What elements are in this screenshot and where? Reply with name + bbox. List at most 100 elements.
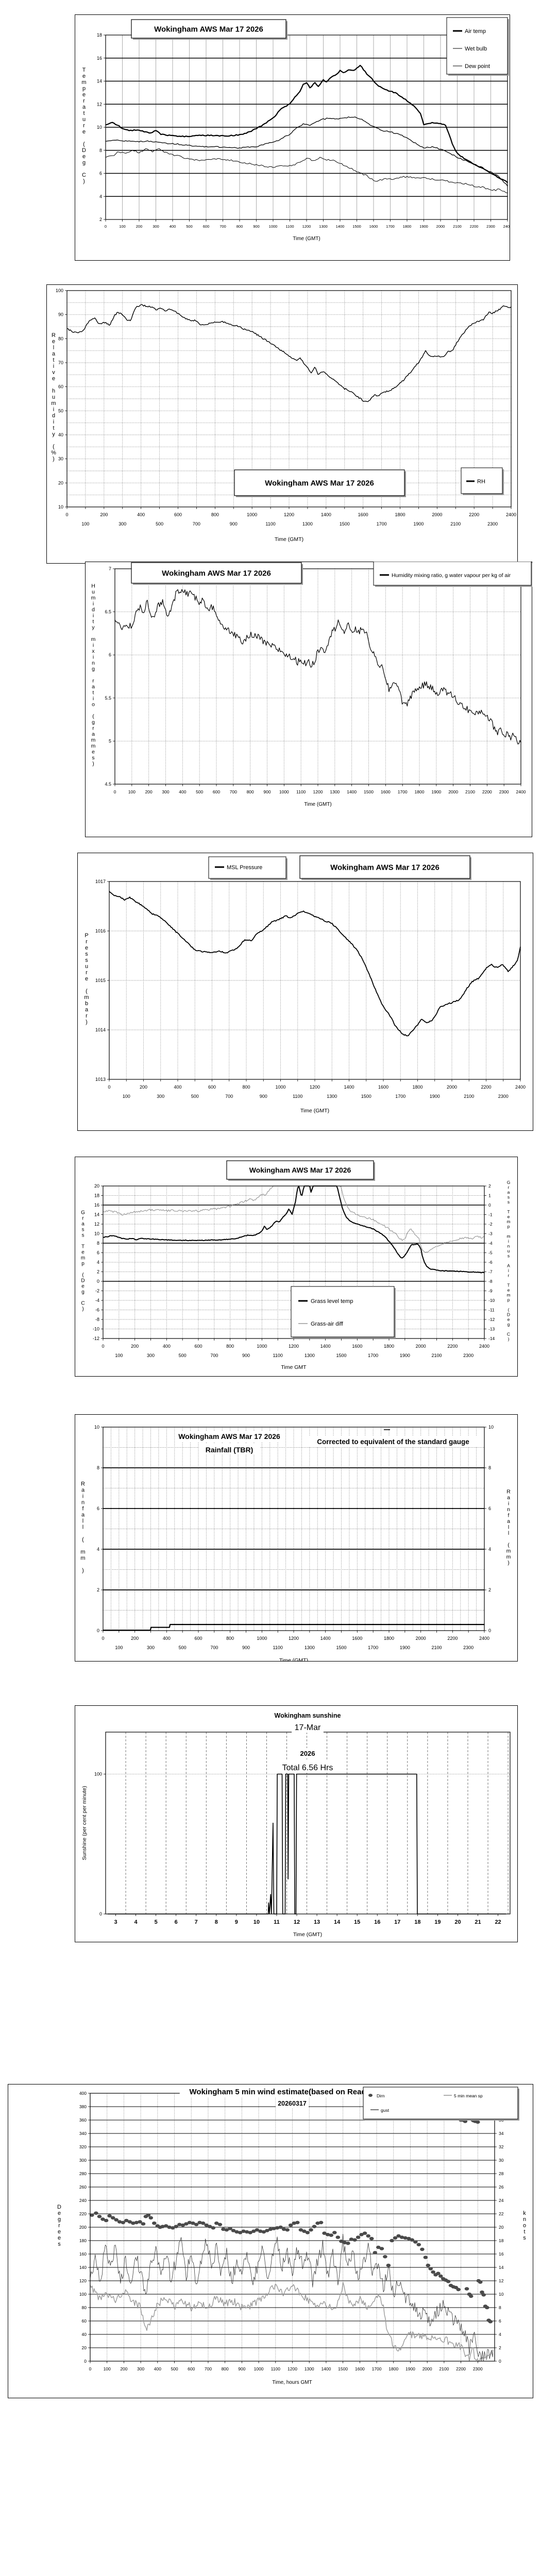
x-tick-label: 1400 [347, 789, 357, 794]
series-dirn [396, 2234, 401, 2238]
text-backing [177, 1431, 282, 1442]
series-dirn [174, 2225, 179, 2228]
x-tick-label: 1500 [364, 789, 374, 794]
legend-label: 5 min mean sp [454, 2093, 483, 2098]
x-tick-label: 1700 [372, 2366, 382, 2371]
rainfall-chart: 10 8 6 4 2 0 10 8 6 4 2 0 0 100 200 300 400 500 600 700 800 9… [75, 1414, 518, 1662]
series-dirn [255, 2228, 260, 2232]
x-axis-label: Time (GMT) [293, 236, 320, 242]
x-tick-label: 1300 [305, 2366, 314, 2371]
text-backing [179, 2086, 405, 2097]
series-msl-pressure [109, 891, 521, 1037]
x-tick-label: 1400 [320, 1636, 331, 1641]
series-dirn [480, 2290, 484, 2294]
legend-label: Humidity mixing ratio, g water vapour pe… [392, 572, 511, 579]
series-dirn [200, 2221, 206, 2225]
y-tick-label-right: -14 [488, 1336, 495, 1341]
y-tick-label: 14 [97, 79, 102, 84]
x-tick-label: 1800 [403, 224, 412, 229]
y-tick-label: 140 [79, 2265, 87, 2270]
x-tick-label: 1400 [344, 1084, 354, 1090]
series-dirn [275, 2226, 280, 2230]
y-tick-label: 1016 [95, 928, 106, 934]
y-tick-label-right: 4 [499, 2332, 501, 2337]
x-tick-label: 1100 [293, 1094, 302, 1099]
x-tick-label: 2100 [464, 1094, 474, 1099]
y-tick-label: -12 [93, 1336, 99, 1341]
x-tick-label: 4 [134, 1919, 138, 1925]
y-tick-label: 90 [58, 312, 63, 317]
y-tick-label: 16 [94, 1202, 99, 1208]
x-tick-label: 100 [115, 1353, 123, 1358]
y-tick-label: 1017 [95, 879, 106, 884]
series-dirn [285, 2228, 290, 2232]
y-tick-label: 80 [58, 336, 63, 341]
x-tick-label: 300 [157, 1094, 164, 1099]
y-tick-label: 70 [58, 360, 63, 365]
x-tick-label: 1200 [302, 224, 311, 229]
y-tick-label-right: 10 [499, 2292, 504, 2297]
chart-border [85, 562, 532, 837]
y-tick-label-right: 0 [488, 1628, 491, 1633]
x-tick-label: 400 [179, 789, 186, 794]
x-tick-label: 1500 [338, 2366, 348, 2371]
legend-label: Dirn [377, 2093, 385, 2098]
legend-label: gust [381, 2108, 390, 2113]
x-tick-label: 300 [162, 789, 169, 794]
x-tick-label: 1600 [352, 1636, 362, 1641]
x-tick-label: 500 [179, 1353, 187, 1358]
series-dirn [446, 2280, 451, 2283]
y-tick-label-right: 24 [499, 2198, 504, 2203]
y-tick-label: 6 [99, 171, 102, 176]
series-dirn [322, 2231, 327, 2235]
title-box [131, 562, 302, 584]
x-tick-label: 500 [196, 789, 203, 794]
grass-temperature-chart-svg: 20181614121086420-2-4-6-8-10-12210-1-2-3… [75, 1157, 518, 1377]
x-tick-label: 2400 [516, 789, 526, 794]
series-dirn [177, 2223, 182, 2227]
series-dirn [346, 2241, 350, 2245]
x-tick-label: 0 [102, 1636, 104, 1641]
chart-text: 2026 [300, 1750, 315, 1757]
y-tick-label-right: -7 [488, 1269, 493, 1275]
y-tick-label: 4 [97, 1260, 99, 1265]
y-tick-label-right: -6 [488, 1260, 493, 1265]
series-dirn [248, 2231, 253, 2234]
series-dirn [349, 2238, 354, 2241]
x-tick-label: 14 [334, 1919, 341, 1925]
series-dirn [110, 2216, 115, 2220]
x-tick-label: 600 [188, 2366, 195, 2371]
x-axis-label: Time (GMT) [279, 1657, 308, 1662]
x-tick-label: 600 [208, 1084, 216, 1090]
series-dirn [488, 2320, 493, 2324]
y-tick-label: 0 [97, 1628, 99, 1633]
plot-area [90, 2093, 495, 2362]
y-tick-label-right: 14 [499, 2265, 504, 2270]
y-tick-label-right: 16 [499, 2251, 504, 2257]
y-tick-label: -4 [95, 1298, 99, 1303]
y-tick-label-right: -10 [488, 1298, 495, 1303]
x-axis-label: Time (GMT) [304, 802, 332, 807]
x-tick-label: 200 [100, 512, 108, 517]
y-tick-label-right: 0 [488, 1202, 491, 1208]
y-tick-label: 18 [97, 32, 102, 38]
series-dirn [288, 2223, 293, 2227]
x-tick-label: 1500 [352, 224, 361, 229]
series-dirn [167, 2225, 172, 2229]
plot-area [66, 291, 512, 507]
y-tick-label: 1013 [95, 1077, 106, 1082]
x-tick-label: 700 [230, 789, 237, 794]
y-tick-label-right: 6 [499, 2318, 501, 2324]
y-tick-label: 360 [79, 2117, 87, 2123]
x-tick-label: 1500 [340, 521, 350, 527]
series-dirn [339, 2240, 344, 2243]
x-tick-label: 300 [119, 521, 126, 527]
legend-label: MSL Pressure [227, 865, 262, 871]
y-tick-label: 10 [97, 125, 102, 130]
y-tick-label: 20 [58, 480, 63, 485]
y-tick-label: 280 [79, 2171, 87, 2176]
x-tick-label: 2100 [439, 2366, 449, 2371]
x-tick-label: 9 [235, 1919, 238, 1925]
grass-temperature-chart: 20 18 16 14 12 10 8 6 4 2 0 -2 -4 -6 -8 -10 -12 2 1 0 -1 -2 -3… [75, 1157, 518, 1377]
